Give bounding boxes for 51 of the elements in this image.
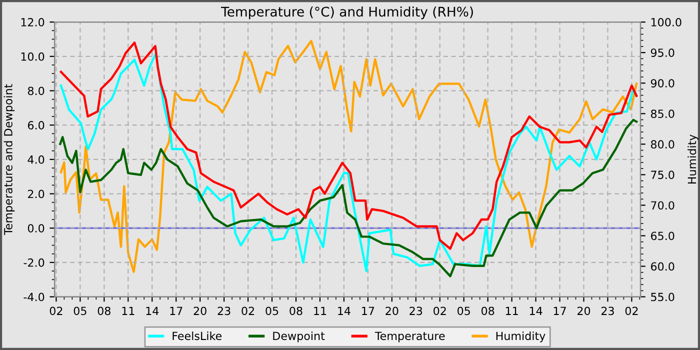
x-tick-label: 11	[122, 306, 134, 315]
chart-title: Temperature (°C) and Humidity (RH%)	[221, 6, 473, 20]
x-tick-label: 02	[434, 306, 446, 316]
x-tick-label: 05	[266, 306, 278, 316]
legend-label: FeelsLike	[172, 332, 222, 340]
x-tick-label: 14	[146, 306, 159, 315]
x-tick-label: 05	[74, 306, 86, 316]
x-tick-label: 14	[338, 306, 350, 315]
x-tick-label: 11	[314, 306, 326, 315]
x-tick-label: 02	[625, 306, 638, 316]
y2-tick-label: 85.0	[650, 110, 674, 118]
y-tick-label: 6.0	[28, 121, 44, 130]
x-tick-label: 23	[410, 306, 422, 316]
y-tick-label: -4.0	[24, 292, 44, 302]
y2-axis-title: Humidity	[688, 134, 698, 184]
x-tick-label: 02	[242, 306, 254, 316]
x-tick-label: 20	[577, 306, 590, 316]
y-tick-label: 0.0	[28, 224, 44, 232]
x-tick-label: 11	[506, 306, 518, 315]
legend-label: Temperature	[374, 332, 445, 342]
x-tick-label: 17	[554, 306, 566, 315]
y-tick-label: 2.0	[28, 190, 44, 198]
x-tick-label: 02	[50, 306, 62, 316]
x-tick-label: 23	[218, 306, 230, 316]
y2-tick-label: 55.0	[651, 292, 674, 302]
x-tick-label: 20	[386, 306, 398, 316]
x-tick-label: 08	[98, 306, 110, 316]
y2-tick-label: 65.0	[651, 232, 674, 240]
x-tick-label: 08	[290, 306, 302, 316]
y-tick-label: 12.0	[21, 18, 44, 26]
y2-tick-label: 75.0	[651, 170, 674, 180]
y2-tick-label: 70.0	[651, 201, 674, 210]
legend-label: Humidity	[496, 332, 546, 342]
y-tick-label: -2.0	[24, 258, 44, 267]
y2-tick-label: 80.0	[650, 140, 674, 149]
x-tick-label: 17	[362, 306, 374, 315]
x-tick-label: 08	[481, 306, 494, 316]
x-tick-label: 20	[194, 306, 206, 316]
x-tick-label: 17	[170, 306, 182, 315]
y2-tick-label: 100.0	[651, 18, 682, 26]
y2-tick-label: 95.0	[650, 48, 674, 57]
y2-tick-label: 60.0	[651, 262, 674, 271]
y-tick-label: 10.0	[21, 52, 44, 61]
y-tick-label: 4.0	[28, 155, 44, 164]
x-tick-label: 14	[530, 306, 542, 315]
legend-label: Dewpoint	[273, 332, 325, 342]
y-tick-label: 8.0	[28, 86, 44, 96]
y2-tick-label: 90.0	[650, 79, 674, 88]
x-tick-label: 23	[601, 306, 614, 316]
x-tick-label: 05	[458, 306, 470, 316]
y-axis-title: Temperature and Dewpoint	[4, 84, 15, 236]
